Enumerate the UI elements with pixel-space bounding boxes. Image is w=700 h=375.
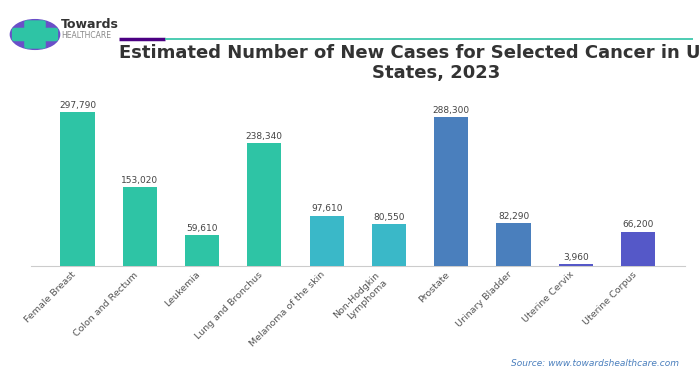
Bar	[559, 264, 593, 266]
Text: 3,960: 3,960	[563, 252, 589, 261]
Text: 153,020: 153,020	[121, 176, 158, 184]
Bar	[434, 117, 468, 266]
Bar	[621, 232, 655, 266]
Text: 238,340: 238,340	[246, 132, 283, 141]
Bar	[247, 143, 281, 266]
Bar	[60, 112, 94, 266]
Title: Estimated Number of New Cases for Selected Cancer in United
States, 2023: Estimated Number of New Cases for Select…	[119, 44, 700, 82]
Bar	[372, 224, 406, 266]
Bar	[122, 187, 157, 266]
Text: 82,290: 82,290	[498, 212, 529, 221]
Text: 288,300: 288,300	[433, 106, 470, 115]
Text: 59,610: 59,610	[186, 224, 218, 233]
Bar	[496, 224, 531, 266]
Bar	[309, 216, 344, 266]
Circle shape	[10, 20, 60, 50]
Text: 66,200: 66,200	[622, 220, 654, 230]
FancyBboxPatch shape	[13, 28, 57, 40]
Text: Source: www.towardshealthcare.com: Source: www.towardshealthcare.com	[511, 358, 679, 368]
Text: Towards: Towards	[61, 18, 118, 31]
Text: HEALTHCARE: HEALTHCARE	[61, 32, 111, 40]
Text: 97,610: 97,610	[311, 204, 342, 213]
Text: 297,790: 297,790	[59, 101, 96, 110]
Text: 80,550: 80,550	[373, 213, 405, 222]
FancyBboxPatch shape	[25, 21, 45, 48]
Bar	[185, 235, 219, 266]
